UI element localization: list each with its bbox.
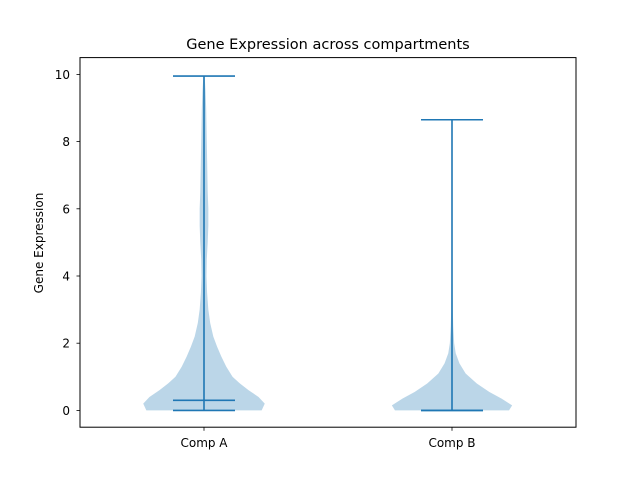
x-tick-label: Comp A — [180, 436, 228, 450]
violin-2 — [391, 118, 513, 412]
y-axis-label: Gene Expression — [32, 193, 46, 294]
plot-area: Comp A Comp B 0 2 4 6 8 10 — [55, 68, 513, 450]
y-tick-label: 10 — [55, 68, 70, 82]
axes-frame — [79, 57, 577, 428]
y-tick-label: 4 — [62, 270, 70, 284]
chart-title: Gene Expression across compartments — [186, 37, 469, 53]
y-tick-label: 6 — [62, 202, 70, 216]
x-tick-label: Comp B — [428, 436, 475, 450]
y-tick-label: 2 — [62, 337, 70, 351]
violin-1 — [143, 75, 265, 412]
y-tick-label: 8 — [62, 135, 70, 149]
y-tick-label: 0 — [62, 404, 70, 418]
